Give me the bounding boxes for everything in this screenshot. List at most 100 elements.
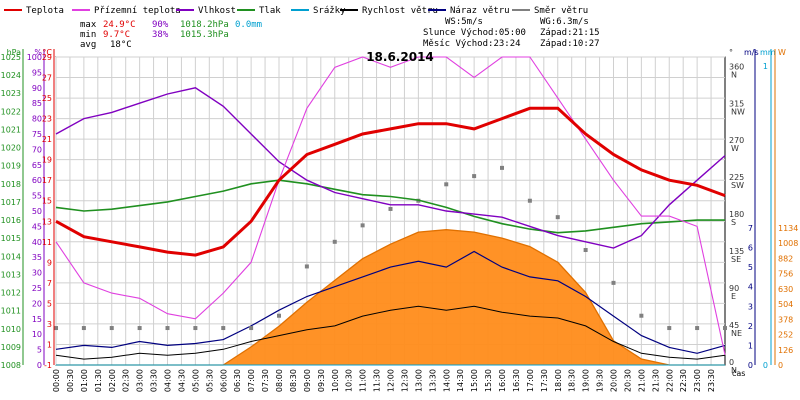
stat-temp-min: 9.7°C — [103, 30, 130, 40]
stat-moon: Měsíc Východ:23:24 — [423, 39, 521, 49]
series-smer-vetru-point-8 — [277, 313, 281, 318]
chart-title: 18.6.2014 — [366, 50, 434, 64]
stat-min-label: min — [80, 30, 96, 40]
axis-rain-tick-1: 1 — [763, 62, 768, 71]
axis-x-tick-8: 04:00 — [164, 369, 173, 392]
axis-percent-tick-19: 95 — [32, 68, 42, 77]
axis-percent-tick-6: 30 — [32, 269, 42, 278]
axis-wind-tick-6: 6 — [748, 244, 753, 253]
axis-celsius-tick-1: 1 — [47, 340, 52, 349]
axis-x-tick-3: 01:30 — [94, 369, 103, 392]
axis-direction-dir-4: S — [731, 218, 736, 227]
axis-hpa-tick-2: 1010 — [1, 325, 21, 334]
series-smer-vetru-point-16 — [500, 165, 504, 170]
series-smer-vetru-point-9 — [304, 264, 309, 269]
series-smer-vetru-point-20 — [611, 280, 616, 285]
axis-direction-dir-7: NW — [731, 107, 745, 116]
axis-direction-dir-5: SW — [731, 181, 744, 190]
axis-x-tick-10: 05:00 — [191, 369, 200, 392]
axis-celsius-tick-14: 27 — [42, 74, 52, 83]
legend-label-0: Teplota — [26, 6, 64, 16]
series-smer-vetru-point-6 — [221, 326, 226, 331]
axis-wind-tick-2: 2 — [748, 322, 753, 331]
axis-wind-label: m/s — [744, 48, 759, 57]
series-lines — [54, 56, 727, 366]
legend-label-5: Rychlost větru — [362, 6, 438, 16]
axis-hpa-tick-11: 1019 — [1, 162, 21, 171]
axis-x-tick-18: 09:00 — [303, 369, 312, 392]
axis-hpa-tick-12: 1020 — [1, 144, 21, 153]
axis-direction-tick-1: 45 — [729, 321, 739, 330]
series-prizemni-teplota — [55, 56, 726, 355]
axis-celsius-tick-2: 3 — [47, 320, 52, 329]
axis-hpa-tick-10: 1018 — [1, 180, 21, 189]
axis-percent-tick-9: 45 — [32, 222, 42, 231]
axis-x-tick-14: 07:00 — [247, 369, 256, 392]
axis-percent-tick-7: 35 — [32, 253, 42, 262]
axis-celsius-tick-0: -1 — [44, 361, 52, 370]
axis-x-tick-1: 00:30 — [66, 369, 75, 392]
axis-direction-tick-8: 360 — [729, 62, 744, 71]
stat-max-label: max — [80, 20, 97, 30]
axis-x-tick-24: 12:00 — [387, 369, 396, 392]
axis-x-tick-12: 06:00 — [219, 369, 228, 392]
series-smer-vetru-point-14 — [444, 182, 449, 187]
axis-x-tick-17: 08:30 — [289, 369, 298, 392]
axis-percent-tick-18: 90 — [32, 84, 42, 93]
axis-hpa-tick-16: 1024 — [1, 71, 21, 80]
axis-x-tick-30: 15:00 — [470, 369, 479, 392]
axis-x-tick-13: 06:30 — [233, 369, 242, 392]
axis-x-tick-46: 23:00 — [693, 369, 702, 392]
axis-percent-tick-5: 25 — [32, 284, 42, 293]
stat-moon-set: Západ:10:27 — [540, 39, 600, 49]
series-smer-vetru-point-4 — [165, 326, 170, 331]
axis-wind-tick-1: 1 — [748, 341, 753, 350]
series-naraz-vetru — [55, 250, 726, 354]
axis-celsius-tick-6: 11 — [42, 238, 52, 247]
series-smer-vetru-point-23 — [695, 326, 700, 331]
axis-celsius-tick-13: 25 — [42, 94, 52, 103]
axis-x-tick-47: 23:30 — [707, 369, 716, 392]
axes: hPa1008100910101011101210131014101510161… — [1, 48, 799, 392]
axis-x-tick-44: 22:00 — [665, 369, 674, 392]
axis-percent-tick-2: 10 — [32, 330, 42, 339]
axis-direction-tick-4: 180 — [729, 210, 744, 219]
axis-x-tick-2: 01:00 — [80, 369, 89, 392]
axis-celsius-tick-9: 17 — [42, 176, 52, 185]
axis-percent-tick-4: 20 — [32, 299, 42, 308]
axis-rain-tick-0: 0 — [763, 361, 768, 370]
stat-temp-avg: 18°C — [110, 40, 132, 50]
axis-rain-label: mm — [760, 48, 776, 57]
series-smer-vetru-point-0 — [54, 326, 58, 331]
series-smer-vetru-point-11 — [360, 223, 365, 228]
axis-celsius-tick-8: 15 — [42, 197, 52, 206]
series-smer-vetru-point-15 — [472, 174, 477, 179]
stats-panel: max min avg 24.9°C 90% 1018.2hPa 0.0mm 9… — [80, 17, 600, 50]
axis-hpa-tick-9: 1017 — [1, 198, 21, 207]
series-smer-vetru-point-3 — [137, 326, 142, 331]
axis-x-tick-41: 20:30 — [623, 369, 632, 392]
axis-hpa-tick-4: 1012 — [1, 289, 21, 298]
axis-direction-tick-3: 135 — [729, 247, 744, 256]
legend-label-7: Směr větru — [534, 6, 588, 16]
axis-percent-tick-13: 65 — [32, 161, 42, 170]
axis-celsius-tick-12: 23 — [42, 115, 52, 124]
legend-label-2: Vlhkost — [198, 6, 236, 16]
series-smer-vetru-point-22 — [667, 326, 672, 331]
series-smer-vetru-point-19 — [583, 248, 588, 253]
axis-direction-tick-5: 225 — [729, 173, 744, 182]
axis-hpa-label: hPa — [7, 48, 22, 57]
axis-percent-label: % — [34, 48, 42, 57]
axis-wind-tick-5: 5 — [748, 263, 753, 272]
series-vlhkost — [55, 87, 726, 249]
axis-percent-tick-15: 75 — [32, 130, 42, 139]
axis-x-tick-11: 05:30 — [205, 369, 214, 392]
axis-x-tick-32: 16:00 — [498, 369, 507, 392]
series-smer-vetru-point-7 — [249, 326, 254, 331]
stat-press-min: 1015.3hPa — [180, 30, 229, 40]
axis-direction-tick-7: 315 — [729, 99, 744, 108]
series-smer-vetru-point-10 — [332, 239, 337, 244]
axis-solar-tick-8: 1008 — [778, 239, 798, 248]
axis-percent-tick-17: 85 — [32, 99, 42, 108]
